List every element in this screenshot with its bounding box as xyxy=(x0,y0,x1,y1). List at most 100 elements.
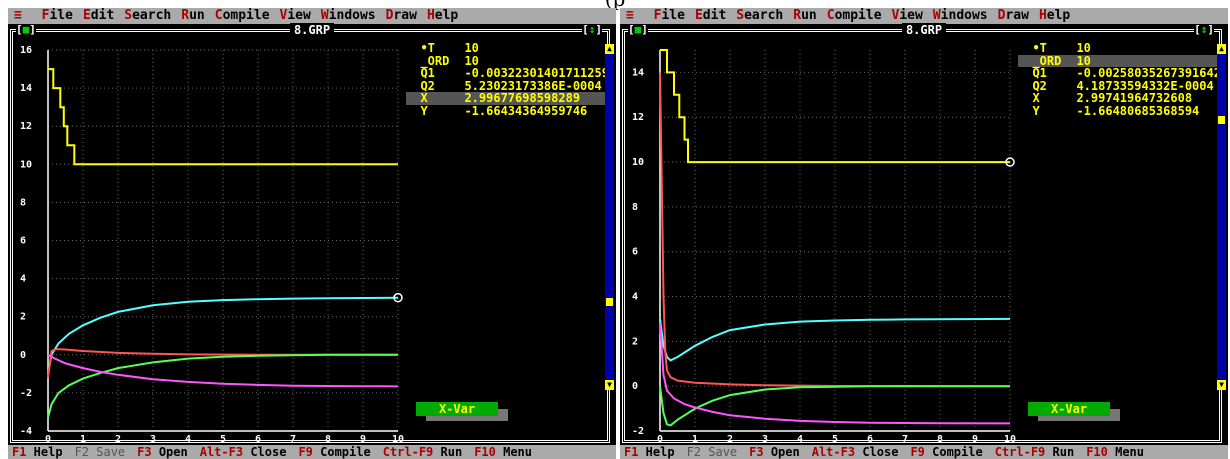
variable-row[interactable]: •T 10 xyxy=(406,42,606,55)
variable-row[interactable]: Q1 -0.00322301401711259 xyxy=(406,66,609,80)
x-tick-label: 4 xyxy=(185,434,191,443)
variable-name: Q1 xyxy=(406,66,435,80)
menu-item[interactable]: File xyxy=(653,8,685,23)
menu-item[interactable]: Edit xyxy=(694,8,727,23)
variable-row[interactable]: _ORD 10 xyxy=(1018,53,1218,68)
left-screen: ≡ File Edit Search Run Compile View Windows Dra… xyxy=(8,8,616,459)
series-line xyxy=(659,72,1011,388)
menu-item[interactable]: Windows xyxy=(932,8,988,23)
variable-name: Q2 xyxy=(406,78,435,93)
status-item[interactable]: F1 Help xyxy=(624,445,675,459)
vertical-scrollbar[interactable]: ▲ ▼ xyxy=(1217,44,1226,390)
menu-item[interactable]: Draw xyxy=(997,8,1029,23)
variable-value: -0.00258035267391642 xyxy=(1062,66,1221,80)
status-item[interactable]: F3 Open xyxy=(137,445,188,459)
menu-item[interactable]: Draw xyxy=(385,8,417,23)
y-tick-label: 12 xyxy=(632,112,644,123)
scroll-thumb[interactable] xyxy=(1218,116,1225,124)
series-line xyxy=(660,49,1010,164)
y-tick-label: 10 xyxy=(20,159,32,170)
status-item[interactable]: F1 Help xyxy=(12,445,63,459)
variables-list: •T 10 _ORD 10 Q1 -0.00258035267391642 Q2… xyxy=(1018,42,1221,118)
window-close-button[interactable]: [■] xyxy=(16,23,36,36)
window-zoom-button[interactable]: [↕] xyxy=(1194,23,1214,36)
variable-value: 5.23023173386E-0004 xyxy=(450,78,602,93)
x-tick-label: 6 xyxy=(867,434,873,443)
scroll-down-icon[interactable]: ▼ xyxy=(605,380,614,390)
status-item[interactable]: Ctrl-F9 Run xyxy=(382,445,463,459)
variable-name: Y xyxy=(406,103,428,118)
status-item[interactable]: F10 Menu xyxy=(1086,445,1144,459)
status-bar: F1 Help F2 Save F3 Open Alt-F3 Close F9 Comp… xyxy=(8,445,616,459)
menu-item[interactable]: File xyxy=(41,8,73,23)
y-tick-label: 4 xyxy=(632,292,638,303)
variable-value: 2.99677698598289 xyxy=(450,91,581,105)
variable-row[interactable]: Q2 5.23023173386E-0004 xyxy=(406,78,606,93)
menu-item[interactable]: Edit xyxy=(82,8,115,23)
window-title: 8.GRP xyxy=(620,23,1228,37)
menu-item[interactable]: Compile xyxy=(214,8,270,23)
window-close-button[interactable]: [■] xyxy=(628,23,648,36)
x-var-button[interactable]: X-Var xyxy=(1028,402,1110,416)
variable-row[interactable]: X 2.99677698598289 xyxy=(406,92,606,105)
cursor-marker xyxy=(1005,157,1015,167)
status-item[interactable]: F2 Save xyxy=(74,445,126,459)
y-tick-label: 0 xyxy=(20,350,26,361)
series-line xyxy=(47,353,399,388)
x-tick-label: 1 xyxy=(80,434,86,443)
variable-name: _ORD xyxy=(1018,53,1062,68)
system-menu-icon[interactable]: ≡ xyxy=(626,8,634,23)
variable-value: 4.18733594332E-0004 xyxy=(1062,78,1214,93)
y-tick-label: 14 xyxy=(20,83,32,94)
status-item[interactable]: Alt-F3 Close xyxy=(199,445,287,459)
status-item[interactable]: F9 Compile xyxy=(910,445,983,459)
window-zoom-button[interactable]: [↕] xyxy=(582,23,602,36)
variable-row[interactable]: X 2.99741964732608 xyxy=(1018,92,1218,105)
variable-row[interactable]: Q2 4.18733594332E-0004 xyxy=(1018,78,1218,93)
variable-row[interactable]: Q1 -0.00258035267391642 xyxy=(1018,66,1221,80)
menu-item[interactable]: Run xyxy=(793,8,817,23)
status-item[interactable]: Alt-F3 Close xyxy=(811,445,899,459)
caption-fragment: (p xyxy=(0,0,1230,9)
x-tick-label: 10 xyxy=(392,434,404,443)
menu-item[interactable]: View xyxy=(279,8,311,23)
status-item[interactable]: F9 Compile xyxy=(298,445,371,459)
x-tick-label: 4 xyxy=(797,434,803,443)
y-tick-label: 8 xyxy=(20,197,26,208)
status-item[interactable]: Ctrl-F9 Run xyxy=(994,445,1075,459)
x-tick-label: 0 xyxy=(657,434,663,443)
menu-item[interactable]: Help xyxy=(426,8,459,23)
y-tick-label: 8 xyxy=(632,202,638,213)
variable-row[interactable]: _ORD 10 xyxy=(406,54,606,68)
menu-item[interactable]: Search xyxy=(736,8,784,23)
menu-item[interactable]: Run xyxy=(181,8,205,23)
status-item[interactable]: F10 Menu xyxy=(474,445,532,459)
variable-row[interactable]: Y -1.66434364959746 xyxy=(406,103,606,118)
variable-row[interactable]: Y -1.66480685368594 xyxy=(1018,104,1218,118)
variable-row[interactable]: •T 10 xyxy=(1018,42,1218,55)
variable-name: Q2 xyxy=(1018,78,1047,93)
menu-item[interactable]: Windows xyxy=(320,8,376,23)
menu-item[interactable]: Help xyxy=(1038,8,1071,23)
variable-name: X xyxy=(1018,91,1040,105)
scroll-up-icon[interactable]: ▲ xyxy=(1217,44,1226,54)
menu-item[interactable]: Compile xyxy=(826,8,882,23)
scroll-up-icon[interactable]: ▲ xyxy=(605,44,614,54)
status-item[interactable]: F3 Open xyxy=(749,445,800,459)
y-tick-label: 12 xyxy=(20,121,32,132)
x-tick-label: 7 xyxy=(290,434,296,443)
series-line xyxy=(659,323,1011,425)
variable-value: -1.66434364959746 xyxy=(450,103,588,118)
scroll-thumb[interactable] xyxy=(606,298,613,306)
system-menu-icon[interactable]: ≡ xyxy=(14,8,22,23)
right-screen: ≡ File Edit Search Run Compile View Windows Dra… xyxy=(620,8,1228,459)
scroll-down-icon[interactable]: ▼ xyxy=(1217,380,1226,390)
y-tick-label: 6 xyxy=(20,236,26,247)
x-var-button[interactable]: X-Var xyxy=(416,402,498,416)
vertical-scrollbar[interactable]: ▲ ▼ xyxy=(605,44,614,390)
menu-item[interactable]: Search xyxy=(124,8,172,23)
menu-item[interactable]: View xyxy=(891,8,923,23)
status-item[interactable]: F2 Save xyxy=(686,445,738,459)
series-line xyxy=(48,68,398,166)
